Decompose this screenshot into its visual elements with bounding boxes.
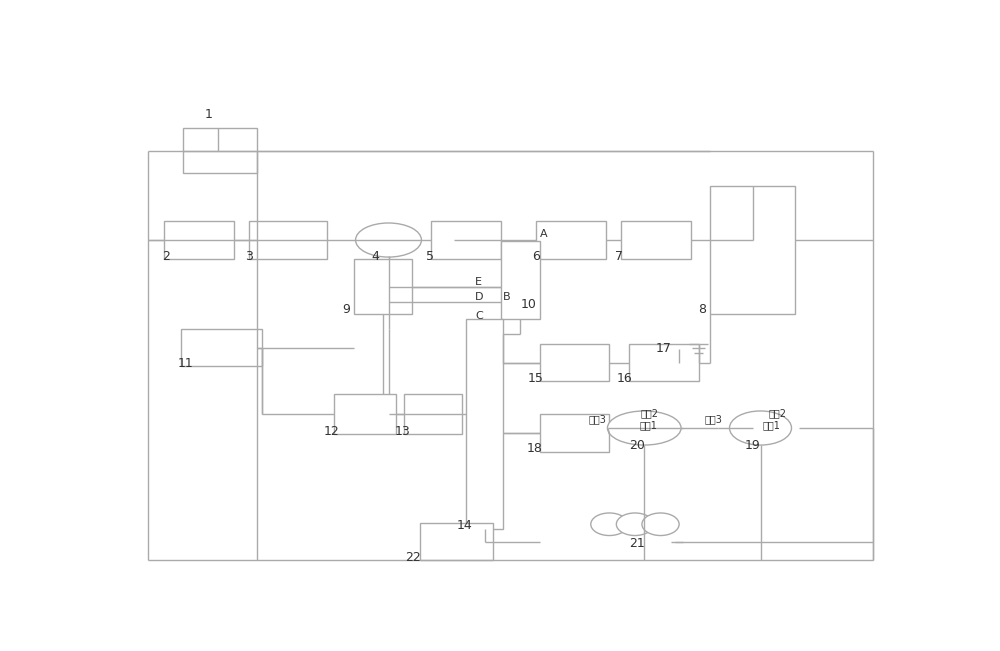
Text: 3: 3 (245, 249, 253, 262)
Bar (183, 128, 257, 173)
Text: 端口3: 端口3 (588, 415, 606, 424)
Bar (334, 394, 396, 434)
Text: 端口1: 端口1 (762, 420, 780, 430)
Ellipse shape (591, 513, 628, 536)
Text: 8: 8 (698, 303, 706, 316)
Text: 端口2: 端口2 (640, 408, 658, 418)
Bar (621, 221, 691, 258)
Bar (540, 344, 609, 381)
Text: 4: 4 (371, 249, 379, 262)
Text: 端口2: 端口2 (768, 408, 786, 418)
Ellipse shape (607, 411, 681, 445)
Text: 6: 6 (532, 249, 540, 262)
Bar (164, 221, 234, 258)
Bar (354, 258, 412, 314)
Bar (629, 344, 698, 381)
Bar (710, 186, 795, 314)
Text: 22: 22 (406, 551, 421, 564)
Bar (501, 241, 540, 319)
Text: 21: 21 (629, 537, 644, 550)
Text: 端口3: 端口3 (705, 415, 723, 424)
Text: 17: 17 (656, 342, 672, 355)
Text: 9: 9 (342, 303, 350, 316)
Bar (536, 221, 606, 258)
Text: 10: 10 (520, 298, 536, 311)
Text: 13: 13 (395, 424, 410, 437)
Text: 11: 11 (178, 357, 193, 370)
Ellipse shape (730, 411, 792, 445)
Text: 20: 20 (629, 439, 645, 452)
Text: 端口1: 端口1 (640, 420, 657, 430)
Bar (431, 221, 501, 258)
Text: 5: 5 (426, 249, 434, 262)
Text: 12: 12 (323, 424, 339, 437)
Bar (540, 414, 609, 452)
Bar (466, 319, 503, 529)
Text: 18: 18 (526, 442, 542, 455)
Ellipse shape (642, 513, 679, 536)
Bar (404, 394, 462, 434)
Text: 2: 2 (162, 249, 170, 262)
Text: C: C (475, 311, 483, 321)
Text: 16: 16 (616, 372, 632, 385)
Bar (181, 329, 262, 367)
Text: 1: 1 (205, 107, 213, 120)
Text: 7: 7 (615, 249, 623, 262)
Ellipse shape (616, 513, 654, 536)
Ellipse shape (356, 223, 421, 257)
Text: 14: 14 (457, 519, 472, 532)
Text: 15: 15 (528, 372, 544, 385)
Bar (249, 221, 326, 258)
Text: A: A (540, 229, 548, 238)
Text: D: D (475, 292, 484, 302)
Text: E: E (475, 277, 482, 287)
Text: 19: 19 (745, 439, 761, 452)
Text: B: B (503, 292, 511, 302)
Bar (420, 523, 493, 561)
